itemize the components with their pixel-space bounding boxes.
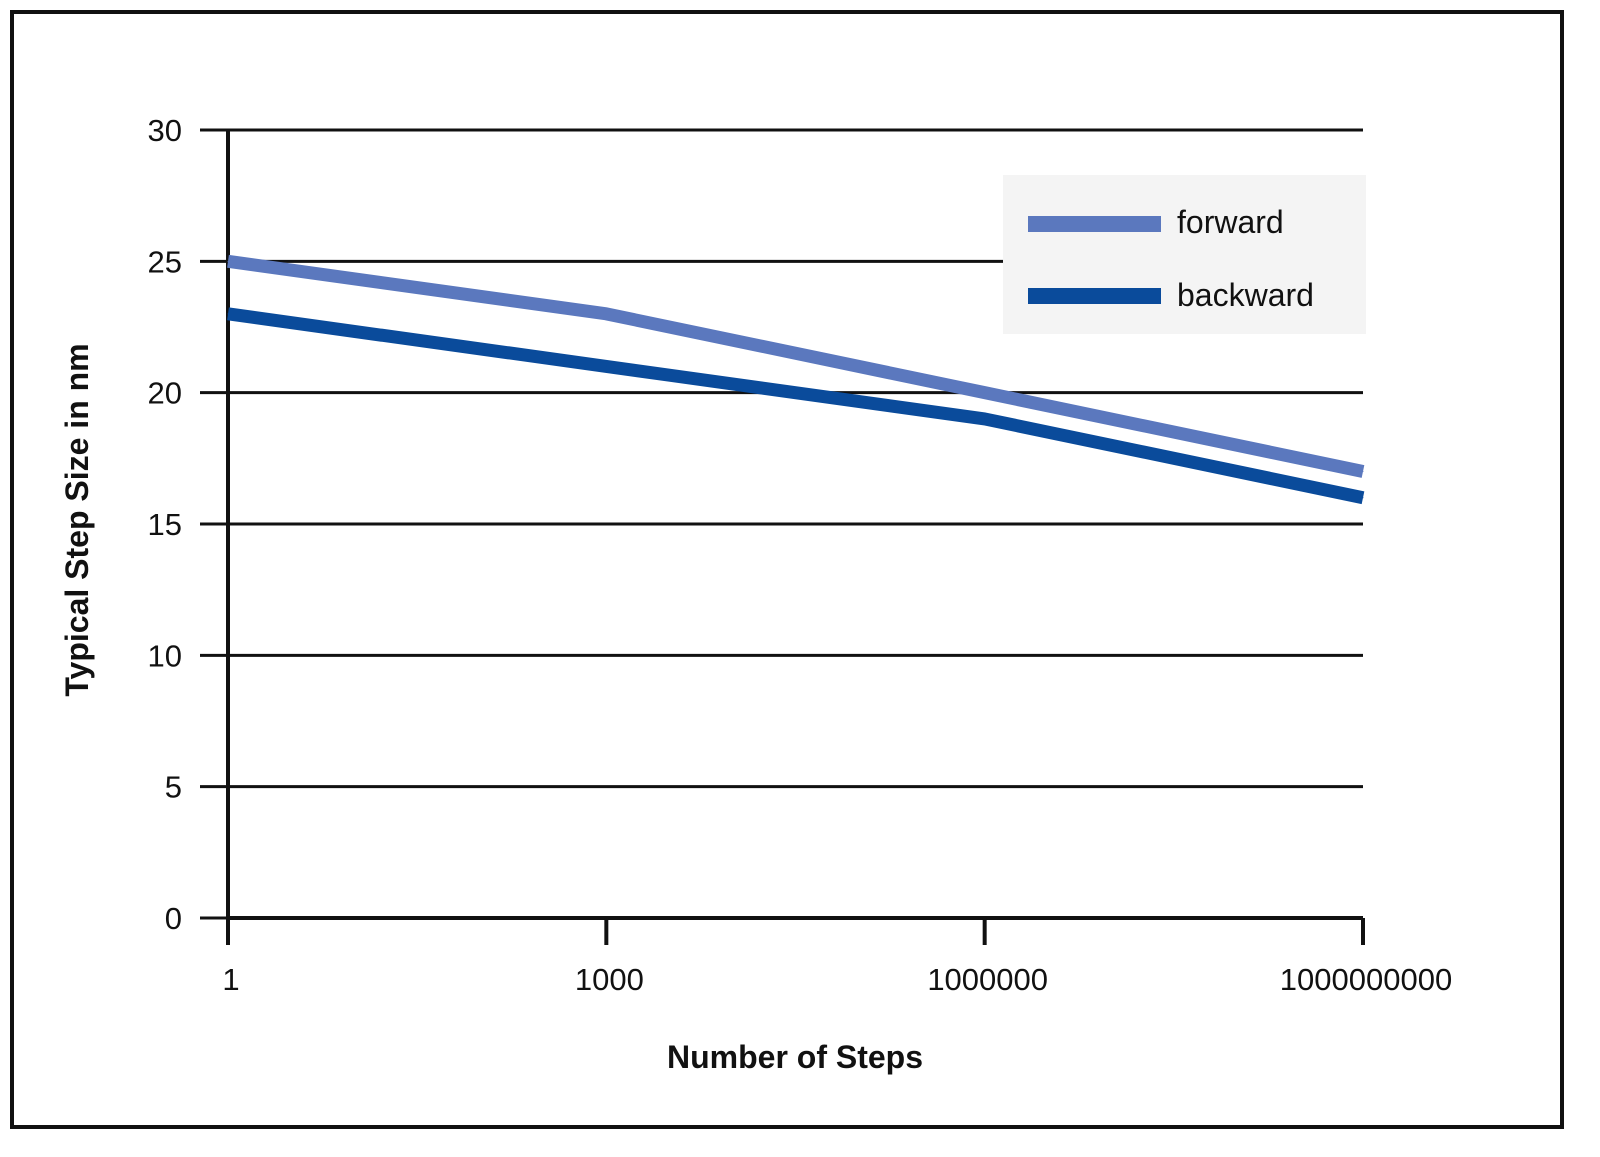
y-tick-label: 0: [165, 901, 182, 936]
x-axis-title: Number of Steps: [667, 1039, 923, 1075]
data-point-forward: [1362, 470, 1364, 472]
x-tick-label: 1: [222, 962, 239, 997]
y-tick-label: 30: [148, 113, 182, 148]
legend-label-backward: backward: [1177, 277, 1314, 313]
y-tick-label: 10: [148, 638, 182, 673]
data-point-backward: [984, 418, 986, 420]
data-point-backward: [227, 313, 229, 315]
x-tick-label: 1000000000: [1280, 962, 1452, 997]
legend-swatch-forward: [1028, 216, 1161, 232]
y-tick-labels: 0 5 10 15 20 25 30: [148, 113, 182, 936]
series-lines: [227, 254, 1365, 505]
legend-swatch-backward: [1028, 288, 1161, 304]
data-point-forward: [227, 260, 229, 262]
legend-background: [1003, 175, 1366, 334]
legend-label-forward: forward: [1177, 204, 1284, 240]
x-tick-label: 1000000: [927, 962, 1048, 997]
data-point-forward: [984, 392, 986, 394]
y-axis-title: Typical Step Size in nm: [59, 343, 95, 696]
x-tick-label: 1000: [575, 962, 644, 997]
x-tick-labels: 1 1000 1000000 1000000000: [222, 962, 1452, 997]
series-line-backward: [227, 307, 1365, 505]
y-tick-label: 20: [148, 376, 182, 411]
data-point-backward: [605, 365, 607, 367]
y-tick-label: 25: [148, 244, 182, 279]
legend: forward backward: [1003, 175, 1366, 334]
y-tick-label: 5: [165, 770, 182, 805]
data-point-backward: [1362, 497, 1364, 499]
y-tick-label: 15: [148, 507, 182, 542]
data-point-forward: [605, 313, 607, 315]
series-line-forward: [227, 254, 1365, 478]
